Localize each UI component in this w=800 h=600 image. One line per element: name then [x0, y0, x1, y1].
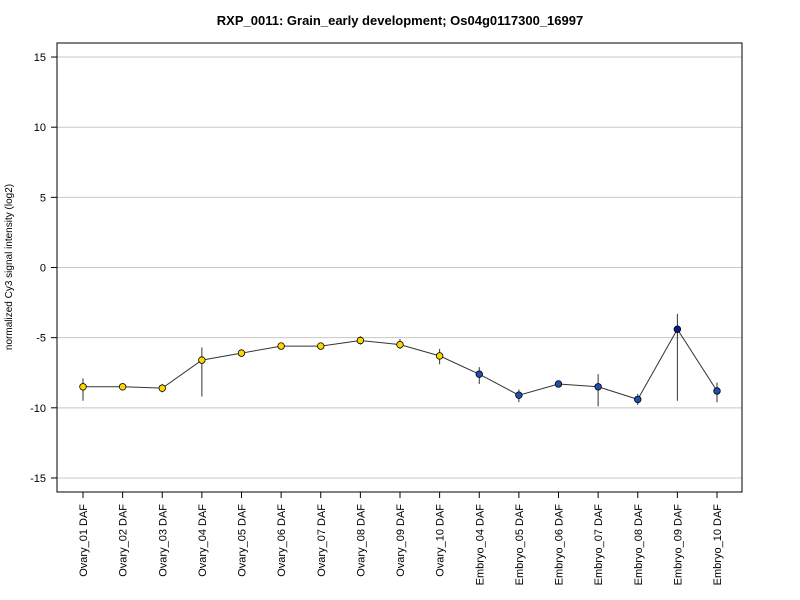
- y-tick-label: 15: [34, 52, 46, 64]
- data-point: [594, 383, 602, 391]
- data-point: [554, 380, 563, 388]
- x-tick-label: Embryo_05 DAF: [514, 504, 526, 586]
- data-point: [79, 383, 87, 391]
- data-point: [158, 384, 166, 392]
- y-tick-label: -5: [36, 333, 46, 345]
- y-tick-label: -10: [30, 403, 46, 415]
- x-tick-label: Embryo_08 DAF: [633, 504, 645, 586]
- data-point: [317, 342, 325, 350]
- x-tick-label: Embryo_06 DAF: [554, 504, 566, 586]
- data-point: [396, 340, 404, 349]
- x-tick-label: Ovary_09 DAF: [395, 504, 407, 577]
- data-point: [634, 395, 642, 404]
- plot-frame: [56, 42, 743, 493]
- x-tick-label: Ovary_08 DAF: [355, 504, 367, 577]
- data-point: [435, 352, 444, 360]
- x-tick-label: Ovary_04 DAF: [197, 504, 209, 577]
- x-tick-label: Embryo_09 DAF: [672, 504, 684, 586]
- data-point: [713, 387, 721, 395]
- x-tick-label: Ovary_03 DAF: [157, 504, 169, 577]
- x-tick-label: Embryo_10 DAF: [712, 504, 724, 586]
- x-tick-label: Ovary_02 DAF: [118, 504, 130, 577]
- x-tick-label: Ovary_05 DAF: [237, 504, 249, 577]
- data-point: [198, 356, 206, 364]
- data-point: [277, 342, 285, 350]
- x-tick-label: Embryo_04 DAF: [474, 504, 486, 586]
- data-point: [673, 325, 682, 333]
- y-tick-label: 0: [40, 263, 46, 275]
- data-point: [515, 391, 523, 399]
- x-tick-label: Ovary_06 DAF: [276, 504, 288, 577]
- x-axis: Ovary_01 DAF Ovary_02 DAF Ovary_03 DAF Ovar…: [78, 492, 724, 585]
- y-axis: -15 -10 -5 0 5 10 15: [30, 52, 57, 485]
- x-tick-label: Embryo_07 DAF: [593, 504, 605, 586]
- data-point: [475, 370, 483, 378]
- y-axis-label: normalized Cy3 signal intensity (log2): [4, 184, 15, 350]
- data-point: [118, 383, 127, 391]
- y-tick-label: 5: [40, 192, 46, 204]
- x-tick-label: Ovary_10 DAF: [435, 504, 447, 577]
- data-point: [356, 336, 365, 345]
- chart-title: RXP_0011: Grain_early development; Os04g…: [216, 13, 584, 28]
- y-tick-label: 10: [34, 122, 46, 134]
- y-tick-label: -15: [30, 473, 46, 485]
- data-series: [79, 313, 721, 407]
- x-tick-label: Ovary_07 DAF: [316, 504, 328, 577]
- gridlines: [57, 56, 742, 479]
- data-point: [237, 349, 246, 357]
- x-tick-label: Ovary_01 DAF: [78, 504, 90, 577]
